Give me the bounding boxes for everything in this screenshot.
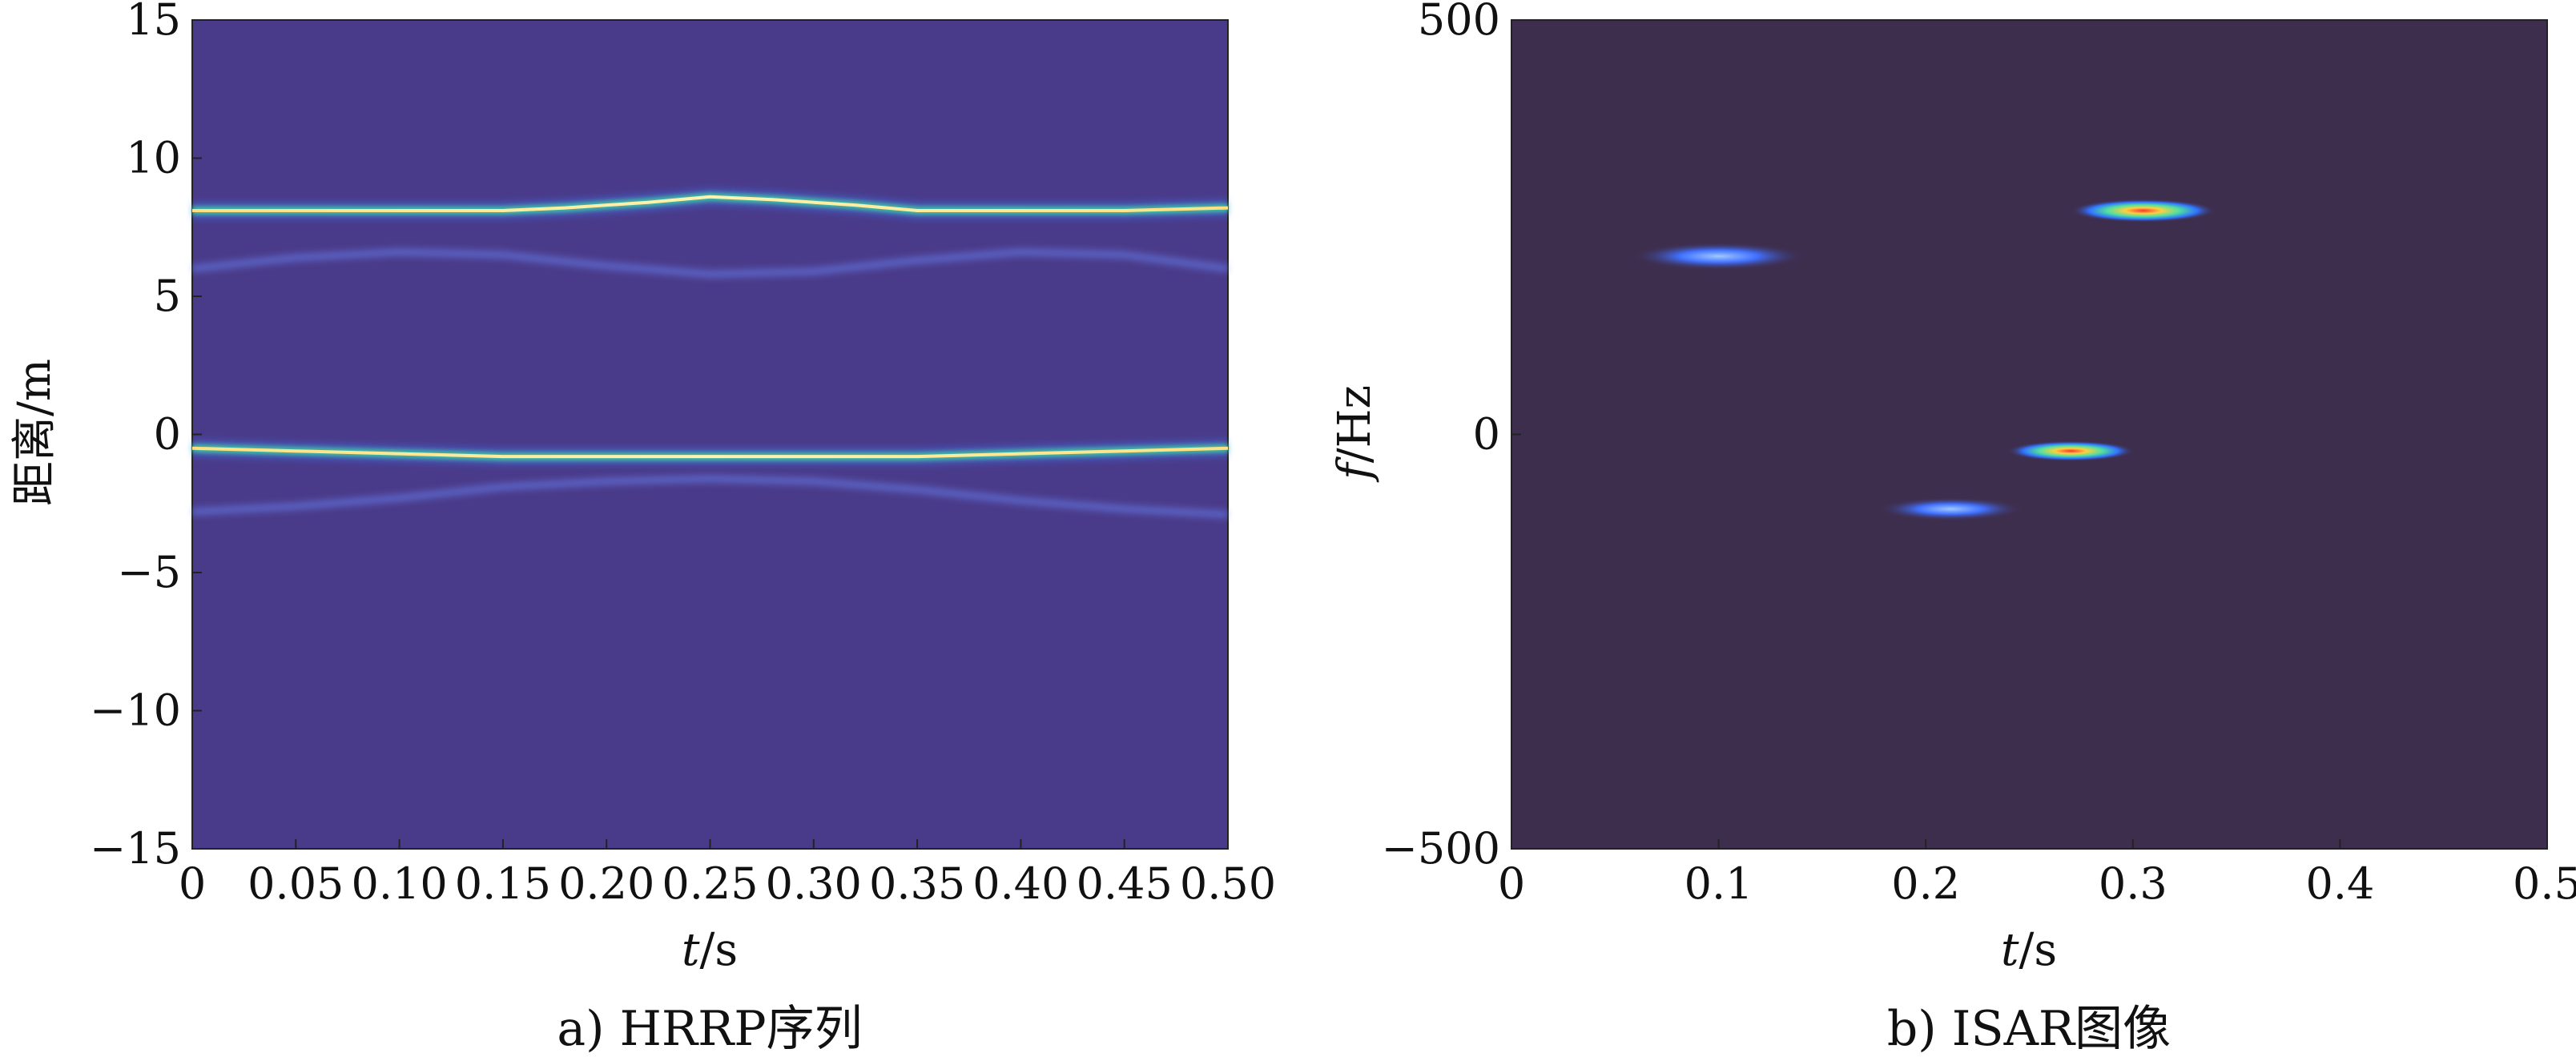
panel-a-xtick-label: 0.30 — [766, 858, 862, 909]
isar-scatterer-0 — [2071, 199, 2216, 223]
panel-b-xlabel-unit: /s — [2019, 924, 2057, 976]
panel-a-ytick-label: −10 — [90, 685, 181, 736]
panel-b-xtick-label: 0.5 — [2513, 858, 2576, 909]
panel-b-xtick-label: 0.3 — [2099, 858, 2167, 909]
panel-a-xtick-label: 0 — [179, 858, 206, 909]
panel-a-ytick-label: 10 — [126, 133, 181, 183]
panel-a-ytick-label: −5 — [117, 547, 181, 597]
panel-a-ytick-label: 15 — [126, 0, 181, 45]
panel-a-xtick-label: 0.40 — [972, 858, 1069, 909]
panel-b-ylabel-unit: /Hz — [1329, 385, 1381, 463]
panel-a-ytick-label: 0 — [154, 409, 181, 460]
panel-a-caption: a) HRRP序列 — [557, 1001, 862, 1057]
panel-b-xtick-label: 0.1 — [1684, 858, 1753, 909]
hrrp-trace-0 — [192, 195, 1229, 212]
panel-b-xtick-label: 0.4 — [2305, 858, 2374, 909]
panel-b-ytick-label: 500 — [1418, 0, 1500, 45]
panel-a-xtick-label: 0.10 — [351, 858, 447, 909]
panel-a-plot-area — [191, 19, 1229, 850]
panel-a-xtick-label: 0.20 — [558, 858, 654, 909]
panel-a-xtick-label: 0.25 — [662, 858, 758, 909]
panel-a-xlabel-unit: /s — [699, 924, 738, 976]
isar-scatterer-1 — [2006, 440, 2135, 461]
panel-a-xtick-label: 0.50 — [1180, 858, 1276, 909]
panel-a-hrrp: 0 0.05 0.10 0.15 0.20 0.25 0.30 0.35 0.40 0.45 0.5… — [9, 0, 1276, 1057]
panel-b-xtick-label: 0.2 — [1891, 858, 1960, 909]
panel-b-plot-area — [1511, 19, 2548, 850]
panel-b-xlabel: t/s — [2001, 924, 2057, 976]
panel-b-xtick-label: 0 — [1498, 858, 1525, 909]
hrrp-trace-1 — [191, 446, 1229, 459]
panel-a-xtick-label: 0.35 — [869, 858, 965, 909]
hrrp-trace-weak-3 — [191, 474, 1229, 519]
panel-a-ticks: 0 0.05 0.10 0.15 0.20 0.25 0.30 0.35 0.40 0.45 0.5… — [90, 0, 1276, 909]
panel-b-scatterers — [1631, 199, 2216, 521]
panel-a-xlabel: t/s — [682, 924, 738, 976]
panel-a-ytick-label: 5 — [154, 271, 181, 321]
panel-b-ytick-label: −500 — [1382, 823, 1500, 874]
isar-scatterer-3 — [1878, 497, 2023, 521]
panel-b-ylabel: f/Hz — [1329, 385, 1381, 483]
panel-a-xlabel-var: t — [682, 924, 700, 976]
isar-scatterer-2 — [1631, 242, 1806, 271]
panel-a-traces — [191, 187, 1229, 519]
panel-b-caption: b) ISAR图像 — [1887, 1001, 2171, 1057]
panel-a-xtick-label: 0.15 — [455, 858, 551, 909]
panel-b-ytick-label: 0 — [1473, 409, 1500, 460]
panel-a-xtick-label: 0.45 — [1077, 858, 1173, 909]
panel-a-ylabel: 距离/m — [9, 359, 61, 506]
hrrp-trace-weak-2 — [191, 247, 1229, 279]
panel-a-ytick-label: −15 — [90, 823, 181, 874]
panel-a-xtick-label: 0.05 — [248, 858, 344, 909]
panel-b-xlabel-var: t — [2001, 924, 2019, 976]
